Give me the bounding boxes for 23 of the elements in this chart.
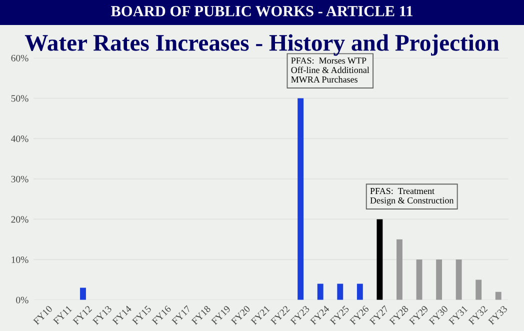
bar	[456, 260, 462, 300]
bar	[436, 260, 442, 300]
bar	[396, 239, 402, 300]
bar	[337, 284, 344, 300]
y-tick-label: 50%	[11, 95, 28, 102]
y-tick-label: 60%	[11, 54, 28, 62]
bar	[356, 284, 363, 300]
bar	[476, 280, 482, 300]
bar	[317, 284, 324, 300]
bar	[416, 260, 422, 300]
bar	[495, 292, 502, 300]
bar	[80, 288, 86, 300]
y-tick-label: 40%	[11, 135, 28, 142]
y-tick-label: 20%	[11, 216, 28, 223]
bar	[376, 219, 383, 300]
chart-title: Water Rates Increases - History and Projection	[24, 34, 500, 56]
y-tick-label: 0%	[16, 296, 28, 304]
annotation: PFAS: Treatment Design & Construction	[370, 188, 454, 206]
chart-subtitle: BOARD OF PUBLIC WORKS - ARTICLE 11	[110, 6, 412, 16]
y-tick-label: 10%	[12, 256, 28, 264]
y-tick-label: 30%	[11, 176, 28, 182]
annotation: PFAS: Morses WTP Off-line & Additional MWRA Purchases	[291, 58, 370, 83]
bar	[298, 98, 304, 300]
